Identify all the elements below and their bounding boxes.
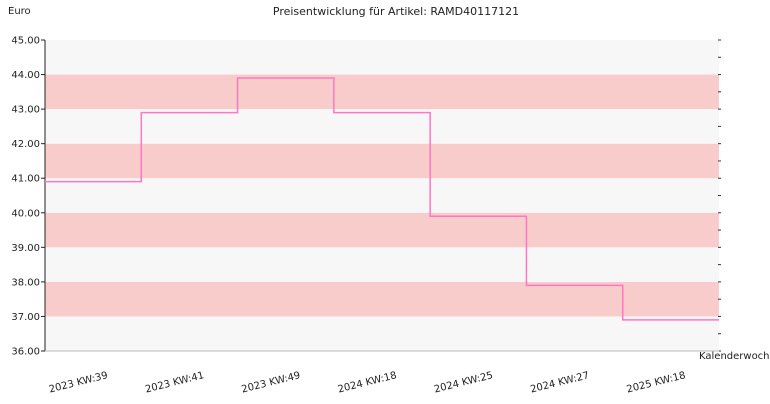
y-tick-label: 38.00 (11, 277, 40, 288)
y-tick-label: 36.00 (11, 347, 40, 358)
grid-band (45, 178, 719, 213)
y-tick-label: 42.00 (11, 139, 40, 150)
x-tick-label: 2024 KW:18 (337, 370, 398, 395)
price-step-line (45, 77, 719, 321)
grid-band (45, 212, 719, 248)
chart-title: Preisentwicklung für Artikel: RAMD401171… (273, 5, 519, 18)
y-axis-label: Euro (8, 6, 31, 17)
grid-band (45, 109, 719, 144)
y-tick-label: 41.00 (11, 174, 40, 185)
x-tick-label: 2023 KW:39 (48, 370, 109, 395)
y-tick-label: 45.00 (11, 36, 40, 47)
y-tick-label: 44.00 (11, 70, 40, 81)
x-tick-label: 2024 KW:25 (433, 370, 494, 395)
x-axis-label: Kalenderwoche (699, 351, 770, 362)
x-tick-label: 2024 KW:27 (529, 370, 590, 395)
grid-band (45, 74, 719, 110)
y-tick-label: 43.00 (11, 105, 40, 116)
x-tick-label: 2025 KW:18 (626, 370, 687, 395)
x-tick-label: 2023 KW:49 (240, 370, 301, 395)
grid-band (45, 247, 719, 282)
x-tick-label: 2023 KW:41 (144, 370, 205, 395)
grid-band (45, 40, 719, 75)
grid-band (45, 143, 719, 179)
grid-band (45, 316, 719, 351)
y-tick-label: 40.00 (11, 208, 40, 219)
y-tick-label: 37.00 (11, 312, 40, 323)
grid-band (45, 281, 719, 317)
y-tick-label: 39.00 (11, 243, 40, 254)
